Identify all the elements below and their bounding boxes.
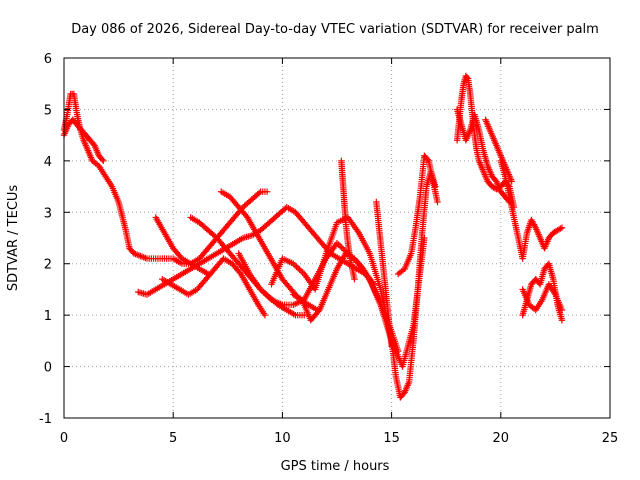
series-track-l <box>373 198 395 350</box>
x-tick-label: 20 <box>493 431 510 446</box>
y-tick-label: 6 <box>44 52 52 67</box>
y-tick-label: 0 <box>44 361 52 376</box>
x-tick-label: 15 <box>383 431 400 446</box>
data-point <box>263 188 271 195</box>
series-track-q <box>497 157 566 262</box>
x-axis-label: GPS time / hours <box>281 459 390 474</box>
x-tick-label: 10 <box>274 431 291 446</box>
data-point <box>394 347 402 355</box>
data-point <box>463 74 471 81</box>
grid <box>64 58 610 418</box>
data-point <box>255 189 263 197</box>
data-point <box>558 317 566 324</box>
data-points <box>60 72 566 401</box>
series-track-m <box>394 152 441 278</box>
series-track-i <box>268 167 439 401</box>
data-point <box>351 275 358 283</box>
data-point <box>558 306 566 314</box>
axes: 0 5 10 15 20 25 -1 0 1 2 3 4 5 6 <box>39 52 618 446</box>
data-point <box>297 267 305 275</box>
series-track-s <box>519 281 566 314</box>
data-point <box>558 224 566 231</box>
series-track-o <box>453 106 513 206</box>
y-tick-label: 4 <box>44 155 52 170</box>
data-point <box>100 157 107 165</box>
data-point <box>293 263 300 270</box>
y-tick-label: 2 <box>44 258 52 273</box>
x-tick-label: 25 <box>602 431 619 446</box>
series-track-g <box>159 255 269 319</box>
data-point <box>388 342 395 350</box>
chart-title: Day 086 of 2026, Sidereal Day-to-day VTE… <box>71 22 599 37</box>
series-track-k <box>338 157 358 283</box>
series-track-j <box>290 250 402 355</box>
data-point <box>294 264 302 272</box>
data-point <box>99 156 106 163</box>
data-point <box>336 242 344 250</box>
plot-frame <box>63 57 611 419</box>
y-tick-label: 5 <box>44 103 52 118</box>
y-tick-label: -1 <box>39 412 52 427</box>
x-tick-label: 5 <box>169 431 177 446</box>
data-point <box>434 198 441 206</box>
data-point <box>315 308 322 315</box>
data-point <box>338 244 345 251</box>
y-tick-label: 1 <box>44 309 52 324</box>
y-tick-label: 3 <box>44 206 52 221</box>
y-axis-label: SDTVAR / TECUs <box>6 185 21 292</box>
data-point <box>557 225 564 232</box>
series-track-b <box>60 116 107 165</box>
series-track-a <box>60 90 212 278</box>
data-point <box>508 178 515 185</box>
data-point <box>424 156 431 163</box>
series-track-f <box>152 188 271 267</box>
series-track-r <box>519 260 566 324</box>
data-point <box>296 266 303 273</box>
data-point <box>261 311 269 319</box>
x-tick-label: 0 <box>60 431 68 446</box>
